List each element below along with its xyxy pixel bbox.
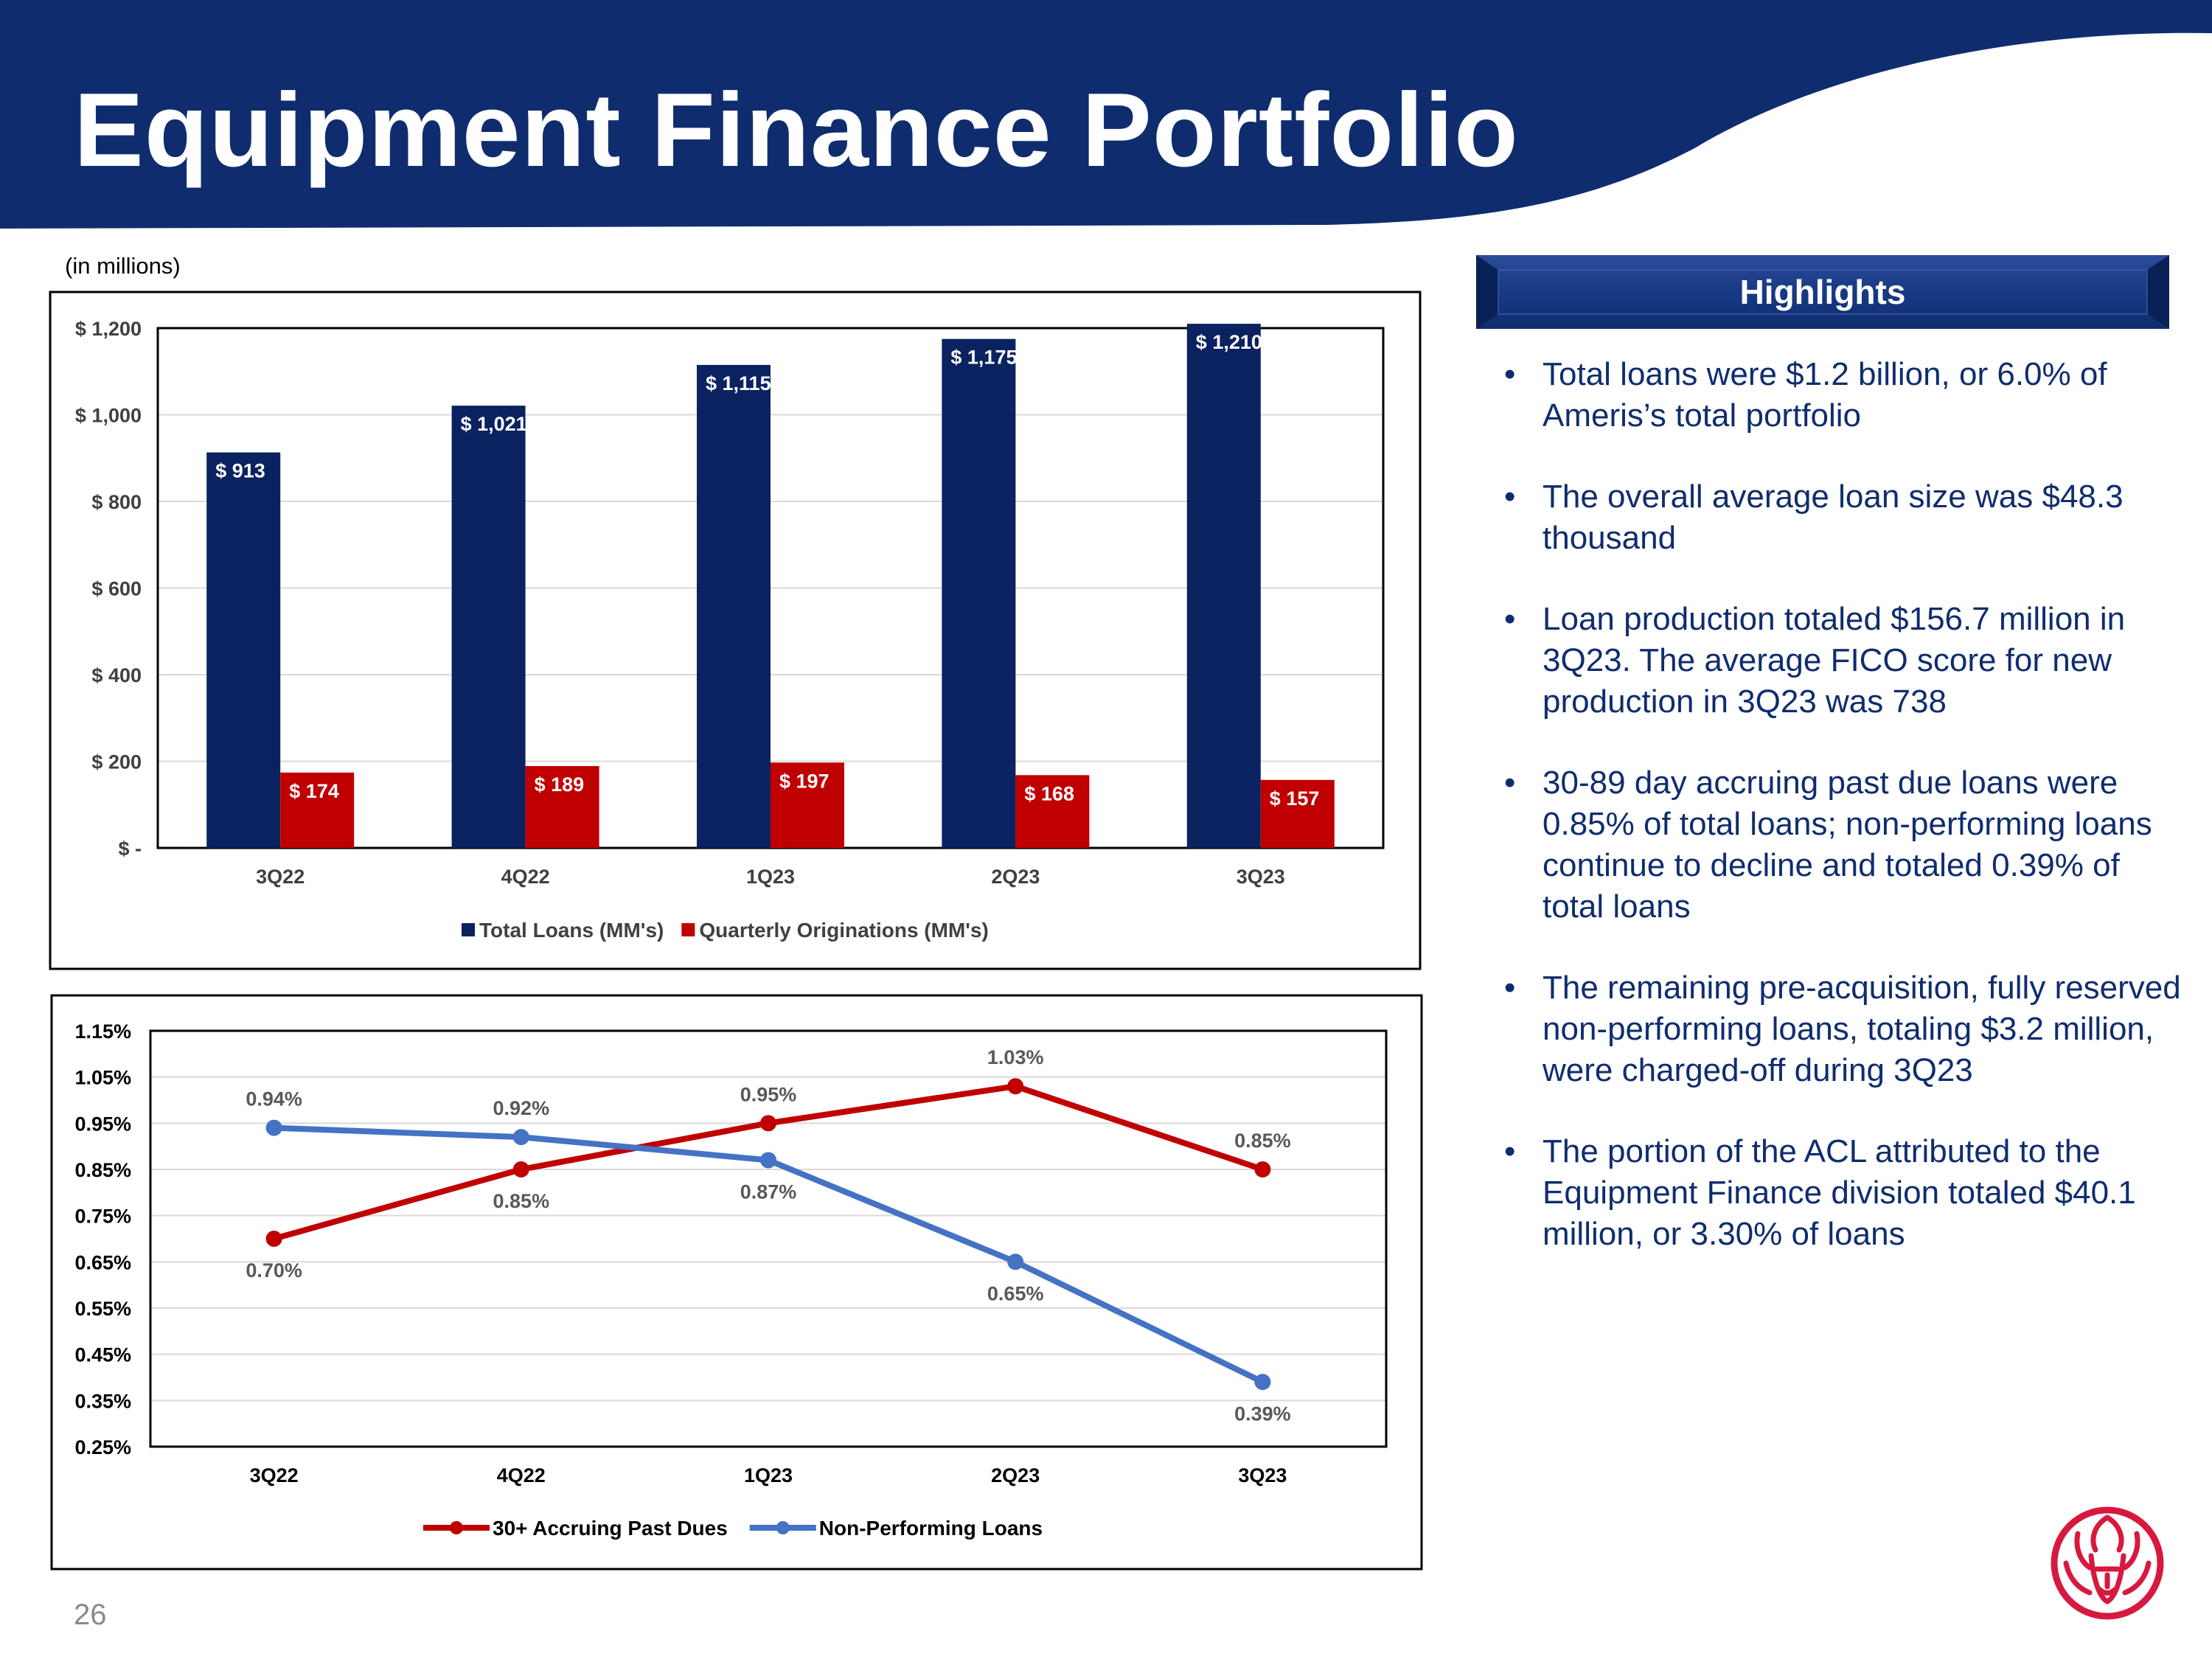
legend-label: Quarterly Originations (MM's) — [699, 919, 988, 942]
x-tick-label: 1Q23 — [746, 866, 795, 888]
y-tick-label: 0.95% — [74, 1113, 131, 1135]
y-tick-label: 1.05% — [74, 1067, 131, 1089]
bar-data-label: $ 168 — [1024, 782, 1074, 804]
lion-logo-icon — [2051, 1506, 2164, 1620]
point-data-label: 0.92% — [493, 1097, 550, 1119]
x-tick-label: 2Q23 — [991, 866, 1040, 888]
point-past-dues — [760, 1115, 776, 1132]
legend-label: 30+ Accruing Past Dues — [493, 1517, 728, 1540]
y-tick-label: $ - — [118, 838, 142, 860]
bar-data-label: $ 1,210 — [1196, 331, 1262, 353]
point-past-dues — [265, 1231, 282, 1247]
point-non-performing — [512, 1129, 529, 1146]
line-chart-frame — [50, 994, 1423, 1571]
point-data-label: 0.95% — [740, 1083, 797, 1105]
bar-originations — [1015, 775, 1090, 848]
y-tick-label: 0.45% — [74, 1344, 131, 1366]
y-tick-label: 1.15% — [74, 1020, 131, 1043]
x-tick-label: 3Q23 — [1237, 866, 1285, 888]
legend-marker-past-dues — [450, 1521, 463, 1534]
bar-total-loans — [451, 406, 526, 848]
highlight-item: • The overall average loan size was $48.3… — [1504, 479, 2124, 556]
point-data-label: 1.03% — [987, 1046, 1044, 1068]
point-past-dues — [1254, 1161, 1271, 1178]
point-data-label: 0.87% — [740, 1180, 797, 1203]
bar-data-label: $ 1,115 — [706, 372, 771, 394]
point-non-performing — [1254, 1374, 1271, 1391]
point-data-label: 0.65% — [987, 1282, 1044, 1304]
bar-total-loans — [697, 364, 771, 848]
y-tick-label: 0.75% — [74, 1206, 131, 1228]
legend-marker-non-performing — [776, 1521, 790, 1534]
bar-data-label: $ 1,021 — [461, 413, 527, 435]
y-tick-label: 0.25% — [74, 1436, 131, 1458]
units-note: (in millions) — [65, 253, 181, 279]
highlights-list: • Total loans were $1.2 billion, or 6.0% … — [1504, 354, 2190, 1295]
y-tick-label: $ 200 — [91, 751, 142, 773]
y-tick-label: $ 1,200 — [75, 318, 142, 340]
y-tick-label: $ 1,000 — [75, 405, 142, 427]
bar-data-label: $ 913 — [215, 460, 265, 482]
highlight-item: • The remaining pre-acquisition, fully re… — [1504, 970, 2181, 1088]
highlights-heading: Highlights — [1739, 273, 1906, 311]
x-tick-label: 2Q23 — [991, 1464, 1040, 1486]
highlight-item: • The portion of the ACL attributed to th… — [1504, 1133, 2136, 1252]
point-past-dues — [512, 1161, 529, 1178]
y-tick-label: 0.55% — [74, 1298, 131, 1320]
point-data-label: 0.70% — [246, 1259, 302, 1281]
bar-data-label: $ 197 — [779, 770, 830, 792]
bar-total-loans — [206, 452, 281, 848]
plot-area-border — [149, 1029, 1388, 1448]
y-tick-label: 0.65% — [74, 1251, 131, 1273]
y-tick-label: $ 800 — [91, 491, 142, 513]
point-non-performing — [1007, 1253, 1024, 1270]
page-title: Equipment Finance Portfolio — [74, 72, 1519, 189]
y-tick-label: $ 400 — [91, 664, 142, 686]
bar-total-loans — [1186, 324, 1261, 848]
point-non-performing — [265, 1119, 282, 1136]
bar-total-loans — [942, 338, 1016, 848]
point-non-performing — [760, 1152, 776, 1169]
legend-label: Non-Performing Loans — [819, 1517, 1043, 1540]
bar-data-label: $ 157 — [1270, 787, 1320, 810]
highlight-item: • Loan production totaled $156.7 million … — [1504, 601, 2126, 720]
bar-originations — [771, 762, 844, 848]
x-tick-label: 3Q22 — [256, 866, 305, 888]
point-data-label: 0.85% — [493, 1190, 550, 1212]
x-tick-label: 1Q23 — [744, 1464, 793, 1486]
legend-swatch-originations — [681, 923, 695, 936]
bar-originations — [1260, 779, 1335, 848]
highlights-header-bg — [1476, 255, 2169, 329]
point-data-label: 0.94% — [246, 1088, 302, 1110]
bar-originations — [280, 772, 355, 848]
legend-label: Total Loans (MM's) — [479, 919, 664, 942]
bar-originations — [525, 765, 599, 848]
point-past-dues — [1007, 1078, 1024, 1095]
y-tick-label: 0.85% — [74, 1159, 131, 1181]
page-number: 26 — [74, 1599, 107, 1631]
legend-swatch-total-loans — [462, 923, 475, 936]
point-data-label: 0.39% — [1234, 1402, 1291, 1425]
x-tick-label: 4Q22 — [501, 866, 550, 888]
x-tick-label: 3Q23 — [1238, 1464, 1287, 1486]
x-tick-label: 3Q22 — [250, 1464, 299, 1486]
point-data-label: 0.85% — [1234, 1130, 1291, 1152]
header-banner — [0, 0, 2212, 229]
bar-data-label: $ 174 — [289, 780, 339, 802]
x-tick-label: 4Q22 — [497, 1464, 546, 1486]
highlight-item: • 30-89 day accruing past due loans were … — [1504, 765, 2152, 925]
y-tick-label: $ 600 — [91, 578, 142, 600]
bar-data-label: $ 1,175 — [950, 347, 1017, 369]
bar-data-label: $ 189 — [535, 773, 585, 796]
y-tick-label: 0.35% — [74, 1390, 131, 1412]
highlight-item: • Total loans were $1.2 billion, or 6.0% … — [1504, 356, 2107, 434]
